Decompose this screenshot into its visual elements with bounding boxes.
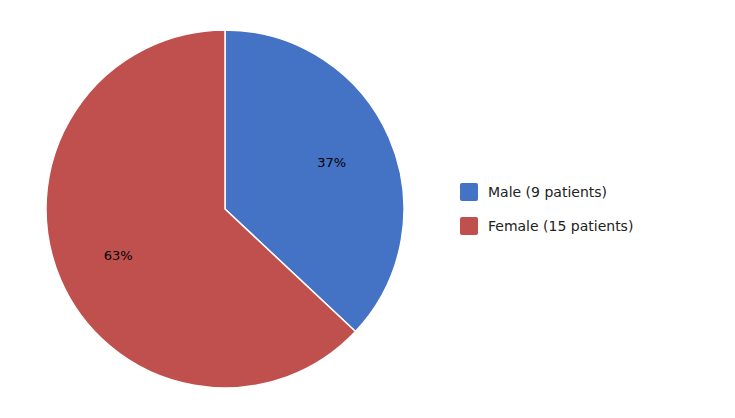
legend-label: Female (15 patients) bbox=[488, 218, 633, 234]
chart: 37% 63% Male (9 patients) Female (15 patien… bbox=[0, 0, 735, 418]
legend-label: Male (9 patients) bbox=[488, 184, 607, 200]
legend-swatch bbox=[460, 217, 478, 235]
legend: Male (9 patients) Female (15 patients) bbox=[460, 183, 633, 235]
data-label: 63% bbox=[104, 248, 133, 263]
data-labels: 37% 63% bbox=[104, 155, 346, 262]
chart-container: 37% 63% Male (9 patients) Female (15 patien… bbox=[0, 0, 735, 418]
pie bbox=[46, 30, 404, 388]
pie-slice bbox=[46, 30, 355, 388]
legend-swatch bbox=[460, 183, 478, 201]
data-label: 37% bbox=[317, 155, 346, 170]
